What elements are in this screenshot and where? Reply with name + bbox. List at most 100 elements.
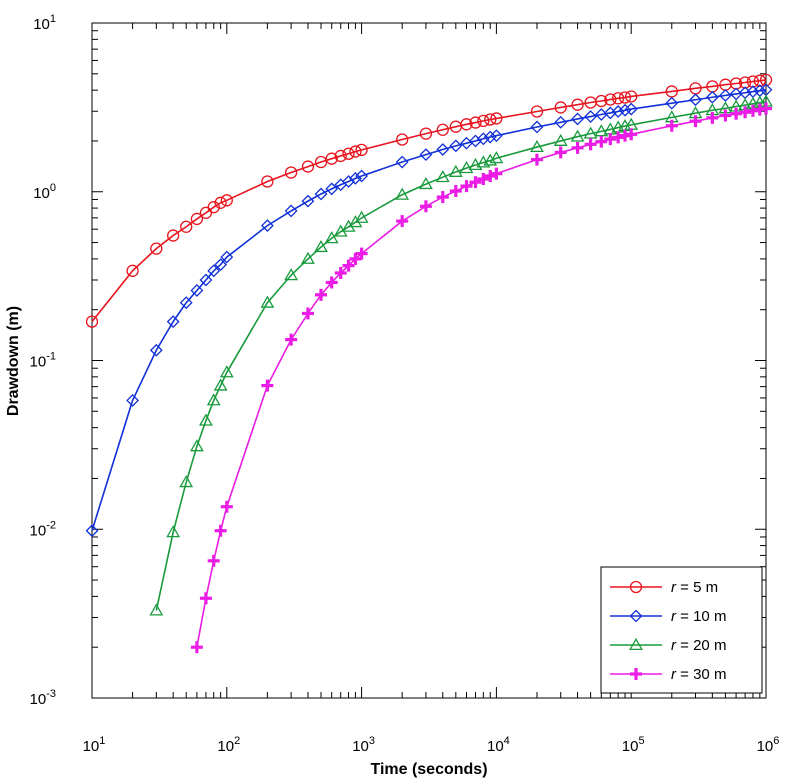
x-tick-label: 103 xyxy=(352,735,375,755)
axis-ticks xyxy=(91,23,766,699)
diamond-marker xyxy=(629,609,643,623)
y-tick-label: 10-3 xyxy=(30,688,56,708)
diamond-marker xyxy=(220,250,234,264)
triangle-marker xyxy=(629,637,643,650)
triangle-marker xyxy=(301,251,315,264)
triangle-marker xyxy=(219,365,234,378)
plus-marker xyxy=(334,267,347,280)
triangle-marker xyxy=(570,129,585,142)
diamond-marker xyxy=(301,194,315,208)
x-tick-label: 104 xyxy=(487,735,510,755)
triangle-marker xyxy=(530,139,544,153)
triangle-marker xyxy=(583,126,598,139)
circle-marker xyxy=(618,91,632,104)
diamond-marker xyxy=(469,134,482,148)
legend-label: r = 5 m xyxy=(671,579,718,596)
circle-marker xyxy=(629,580,643,594)
legend-item-4: r = 30 m xyxy=(610,666,726,683)
plus-marker xyxy=(207,554,220,567)
plus-marker xyxy=(261,379,274,392)
circle-marker xyxy=(419,127,433,140)
plus-marker xyxy=(355,247,368,260)
circle-marker xyxy=(396,133,409,146)
diamond-marker xyxy=(149,343,163,357)
legend-label: r = 30 m xyxy=(671,666,726,683)
circle-marker xyxy=(595,94,608,108)
circle-marker xyxy=(150,242,163,255)
diamond-marker xyxy=(618,103,632,117)
circle-marker xyxy=(436,123,449,136)
plus-marker xyxy=(571,141,584,154)
diamond-marker xyxy=(284,204,298,218)
y-tick-label: 101 xyxy=(33,13,56,33)
circle-marker xyxy=(530,105,544,118)
plus-marker xyxy=(190,641,203,654)
diamond-marker xyxy=(603,106,617,120)
diamond-marker xyxy=(719,89,732,102)
circle-marker xyxy=(342,147,355,160)
triangle-marker xyxy=(435,170,450,183)
plus-marker xyxy=(625,128,638,141)
diamond-marker xyxy=(449,139,463,153)
diamond-marker xyxy=(489,129,503,143)
triangle-marker xyxy=(189,439,204,452)
circle-marker xyxy=(355,143,368,157)
legend-label: r = 10 m xyxy=(671,608,726,625)
triangle-marker xyxy=(179,475,194,488)
diamond-marker xyxy=(705,90,719,104)
diamond-marker xyxy=(190,284,204,297)
plus-marker xyxy=(301,307,314,320)
triangle-marker xyxy=(418,176,433,190)
circle-marker xyxy=(334,149,347,163)
diamond-marker xyxy=(355,169,369,183)
circle-marker xyxy=(284,166,298,179)
circle-marker xyxy=(214,196,227,209)
x-tick-label: 101 xyxy=(83,735,106,755)
plus-marker xyxy=(315,288,328,301)
series-2 xyxy=(85,83,773,538)
legend-item-3: r = 20 m xyxy=(610,637,726,654)
triangle-marker xyxy=(324,231,339,244)
diamond-marker xyxy=(436,143,450,156)
plus-marker xyxy=(612,131,625,144)
triangle-marker xyxy=(448,164,463,177)
circle-marker xyxy=(301,160,315,173)
diamond-marker xyxy=(584,110,598,123)
triangle-marker xyxy=(198,413,213,426)
circle-marker xyxy=(314,155,328,169)
diamond-marker xyxy=(554,115,568,129)
circle-marker xyxy=(490,112,503,125)
series-line xyxy=(91,88,767,531)
plus-marker xyxy=(396,215,409,228)
triangle-marker xyxy=(354,210,369,223)
plus-marker xyxy=(285,333,298,346)
circle-marker xyxy=(126,264,139,277)
circle-marker xyxy=(753,74,766,87)
diamond-marker xyxy=(395,155,409,169)
legend-label: r = 20 m xyxy=(671,637,726,654)
plus-marker xyxy=(490,167,503,180)
diamond-marker xyxy=(126,394,139,407)
triangle-marker xyxy=(483,153,498,166)
circle-marker xyxy=(484,113,497,126)
legend-box xyxy=(600,566,763,694)
plus-marker xyxy=(220,500,233,513)
plus-marker xyxy=(719,109,732,122)
diamond-marker xyxy=(483,130,497,144)
plus-marker xyxy=(342,259,355,272)
plus-marker xyxy=(665,119,678,132)
y-axis-title: Drawdown (m) xyxy=(5,306,22,416)
plus-marker xyxy=(706,111,719,124)
diamond-marker xyxy=(611,105,625,118)
plus-marker xyxy=(449,185,462,198)
diamond-marker xyxy=(476,132,490,146)
plus-marker xyxy=(595,135,608,148)
series-4 xyxy=(190,102,772,654)
circle-marker xyxy=(571,98,584,111)
circle-marker xyxy=(349,145,362,158)
plus-marker xyxy=(477,173,490,186)
plus-marker xyxy=(604,133,617,146)
circle-marker xyxy=(325,152,338,165)
circle-marker xyxy=(460,118,473,131)
